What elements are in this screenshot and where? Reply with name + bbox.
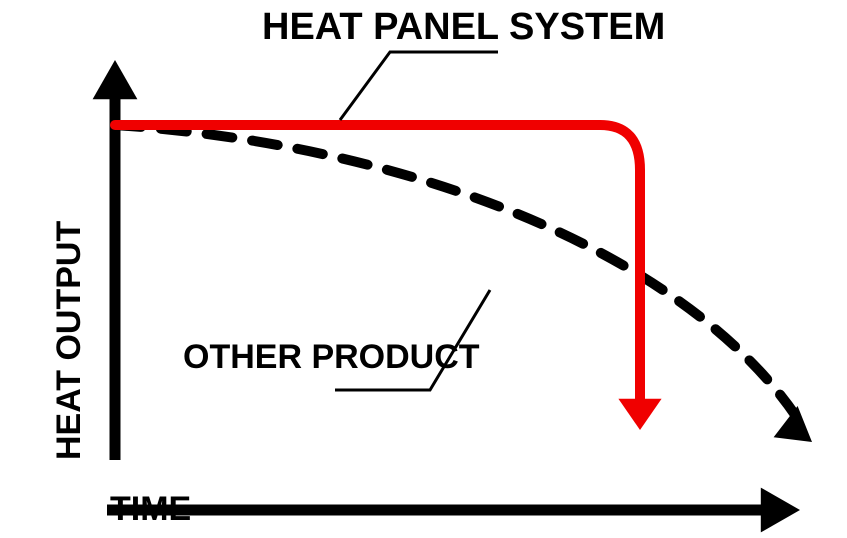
heat-panel-series-label: HEAT PANEL SYSTEM — [262, 6, 665, 49]
x-axis — [107, 488, 800, 533]
other-product-series-label: OTHER PRODUCT — [183, 338, 480, 377]
other-product-series — [115, 125, 812, 442]
y-axis-label: HEAT OUTPUT — [50, 221, 89, 460]
x-axis-label: TIME — [110, 490, 191, 529]
